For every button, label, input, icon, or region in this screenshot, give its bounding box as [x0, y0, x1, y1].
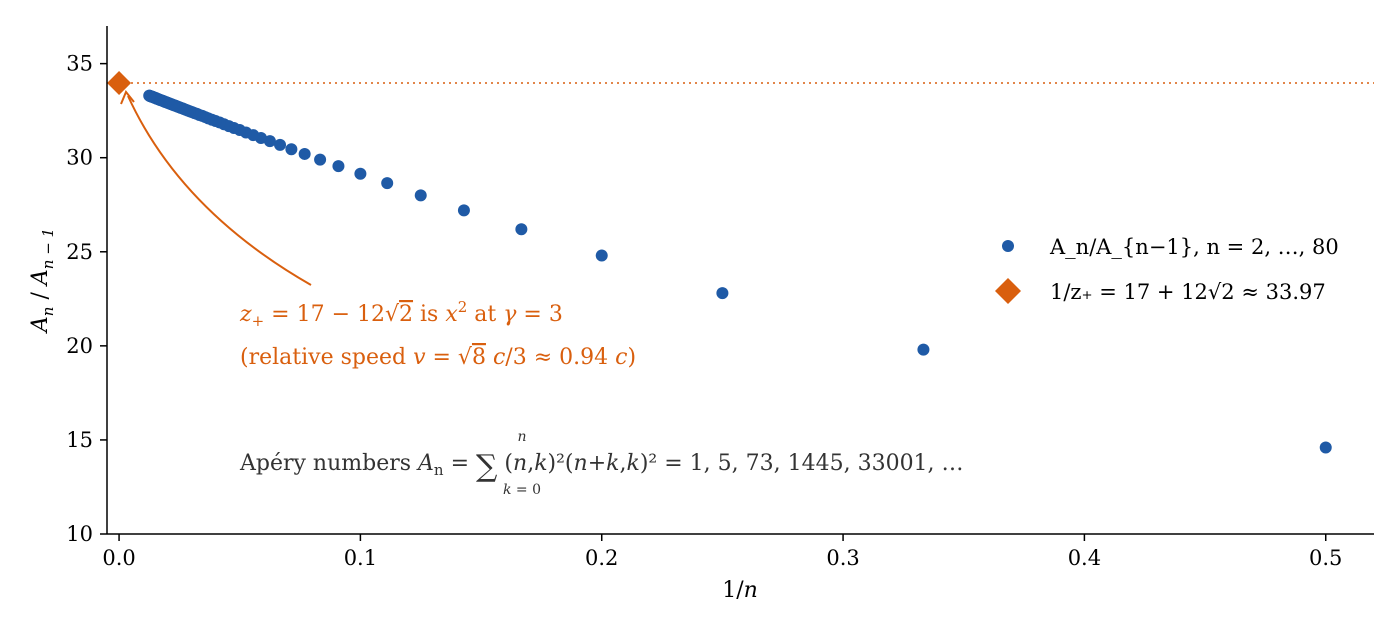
y-axis-label: An / An − 1: [28, 228, 57, 334]
legend: A_n/A_{n−1}, n = 2, …, 80 1/z₊ = 17 + 12…: [995, 235, 1339, 304]
x-tick-label: 0.5: [1309, 546, 1342, 570]
y-tick-label: 25: [66, 240, 93, 264]
annotation-arrow: [127, 95, 312, 286]
y-tick-label: 20: [66, 334, 93, 358]
limit-annotation-line2: (relative speed v = √8 c/3 ≈ 0.94 c): [240, 345, 636, 370]
x-tick-label: 0.2: [585, 546, 618, 570]
y-tick-label: 15: [66, 428, 93, 452]
data-point: [314, 153, 327, 166]
y-tick-label: 35: [66, 52, 93, 76]
data-point: [1319, 441, 1332, 454]
data-point: [716, 287, 729, 300]
data-point: [332, 160, 345, 173]
legend-marker-limit: [995, 278, 1021, 304]
data-point: [381, 177, 394, 190]
data-point: [515, 223, 528, 236]
x-tick-label: 0.1: [344, 546, 377, 570]
apery-annotation: Apéry numbers An = ∑ (n,k)²(n+k,k)² = 1,…: [239, 429, 964, 498]
y-tick-label: 30: [66, 146, 93, 170]
limit-annotation-line1: z+ = 17 − 12√2 is x2 at γ = 3: [239, 298, 563, 330]
data-point: [274, 138, 287, 151]
data-point: [595, 249, 608, 262]
apery-annotation-text: Apéry numbers An = ∑ (n,k)²(n+k,k)² = 1,…: [239, 449, 964, 484]
apery-sum-lower: k = 0: [503, 482, 541, 498]
data-point: [285, 143, 298, 156]
data-point: [917, 343, 930, 356]
legend-marker-points: [1002, 240, 1014, 252]
data-point: [457, 204, 470, 217]
limit-diamond-point: [107, 71, 132, 96]
data-point: [298, 147, 311, 160]
data-point: [354, 167, 367, 180]
x-ticks: 0.0 0.1 0.2 0.3 0.4 0.5: [102, 534, 1342, 570]
y-ticks: 10 15 20 25 30 35: [66, 52, 107, 546]
limit-annotation: z+ = 17 − 12√2 is x2 at γ = 3 (relative …: [239, 298, 636, 370]
data-point: [414, 189, 427, 202]
legend-label-points: A_n/A_{n−1}, n = 2, …, 80: [1049, 235, 1339, 259]
apery-sum-upper: n: [517, 429, 526, 445]
y-tick-label: 10: [66, 522, 93, 546]
x-tick-label: 0.4: [1068, 546, 1101, 570]
data-point: [143, 89, 156, 102]
annotation-arrowhead: [120, 90, 135, 105]
legend-label-limit: 1/z₊ = 17 + 12√2 ≈ 33.97: [1050, 280, 1326, 304]
x-axis-label: 1/n: [722, 578, 758, 603]
x-tick-label: 0.0: [102, 546, 135, 570]
x-tick-label: 0.3: [826, 546, 859, 570]
marks-layer: [107, 71, 1374, 454]
